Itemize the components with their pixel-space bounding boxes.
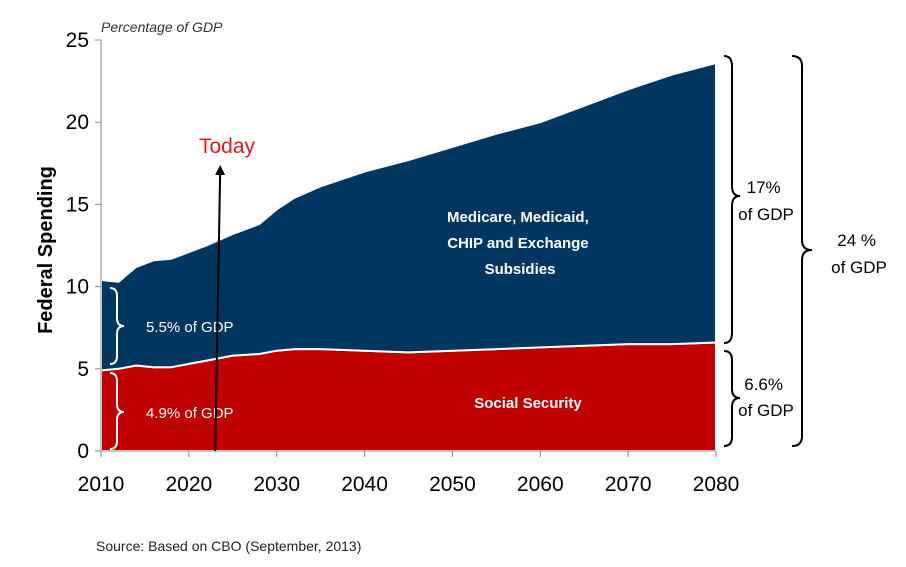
start-health-label: 5.5% of GDP [146, 319, 234, 336]
health-area-label: Medicare, Medicaid, CHIP and Exchange Su… [447, 209, 593, 278]
start-health-brace [109, 287, 125, 365]
y-tick-label: 15 [66, 193, 89, 216]
unit-label: Percentage of GDP [101, 19, 223, 35]
areas-layer [100, 62, 717, 452]
end-health-label: 17% of GDP [738, 178, 794, 224]
start-ss-brace [109, 372, 125, 450]
y-tick-label: 0 [77, 440, 89, 463]
end-health-brace [723, 55, 741, 344]
x-tick-label: 2010 [78, 473, 125, 496]
end-total-brace [791, 55, 813, 447]
y-tick-label: 20 [66, 111, 89, 134]
x-ticks: 2010 2020 2030 2040 2050 2060 2070 2080 [78, 451, 740, 496]
end-total-label: 24 % of GDP [831, 231, 887, 277]
x-tick-label: 2040 [341, 473, 388, 496]
area-series-1 [100, 62, 717, 372]
y-axis-title: Federal Spending [35, 166, 57, 334]
today-arrow [214, 165, 226, 452]
end-ss-label: 6.6% of GDP [738, 375, 794, 420]
y-tick-label: 25 [66, 29, 89, 52]
today-label: Today [199, 135, 256, 158]
x-tick-label: 2060 [517, 473, 564, 496]
x-tick-label: 2070 [605, 473, 652, 496]
x-tick-label: 2030 [253, 473, 300, 496]
social-security-area-label: Social Security [474, 395, 582, 412]
source-note: Source: Based on CBO (September, 2013) [96, 538, 361, 554]
x-tick-label: 2080 [693, 473, 740, 496]
x-tick-label: 2050 [429, 473, 476, 496]
end-ss-brace [723, 350, 741, 447]
start-ss-label: 4.9% of GDP [146, 405, 234, 422]
y-tick-label: 10 [66, 276, 89, 299]
y-ticks: 0 5 10 15 20 25 [66, 29, 101, 463]
x-tick-label: 2020 [165, 473, 212, 496]
y-tick-label: 5 [77, 358, 89, 381]
